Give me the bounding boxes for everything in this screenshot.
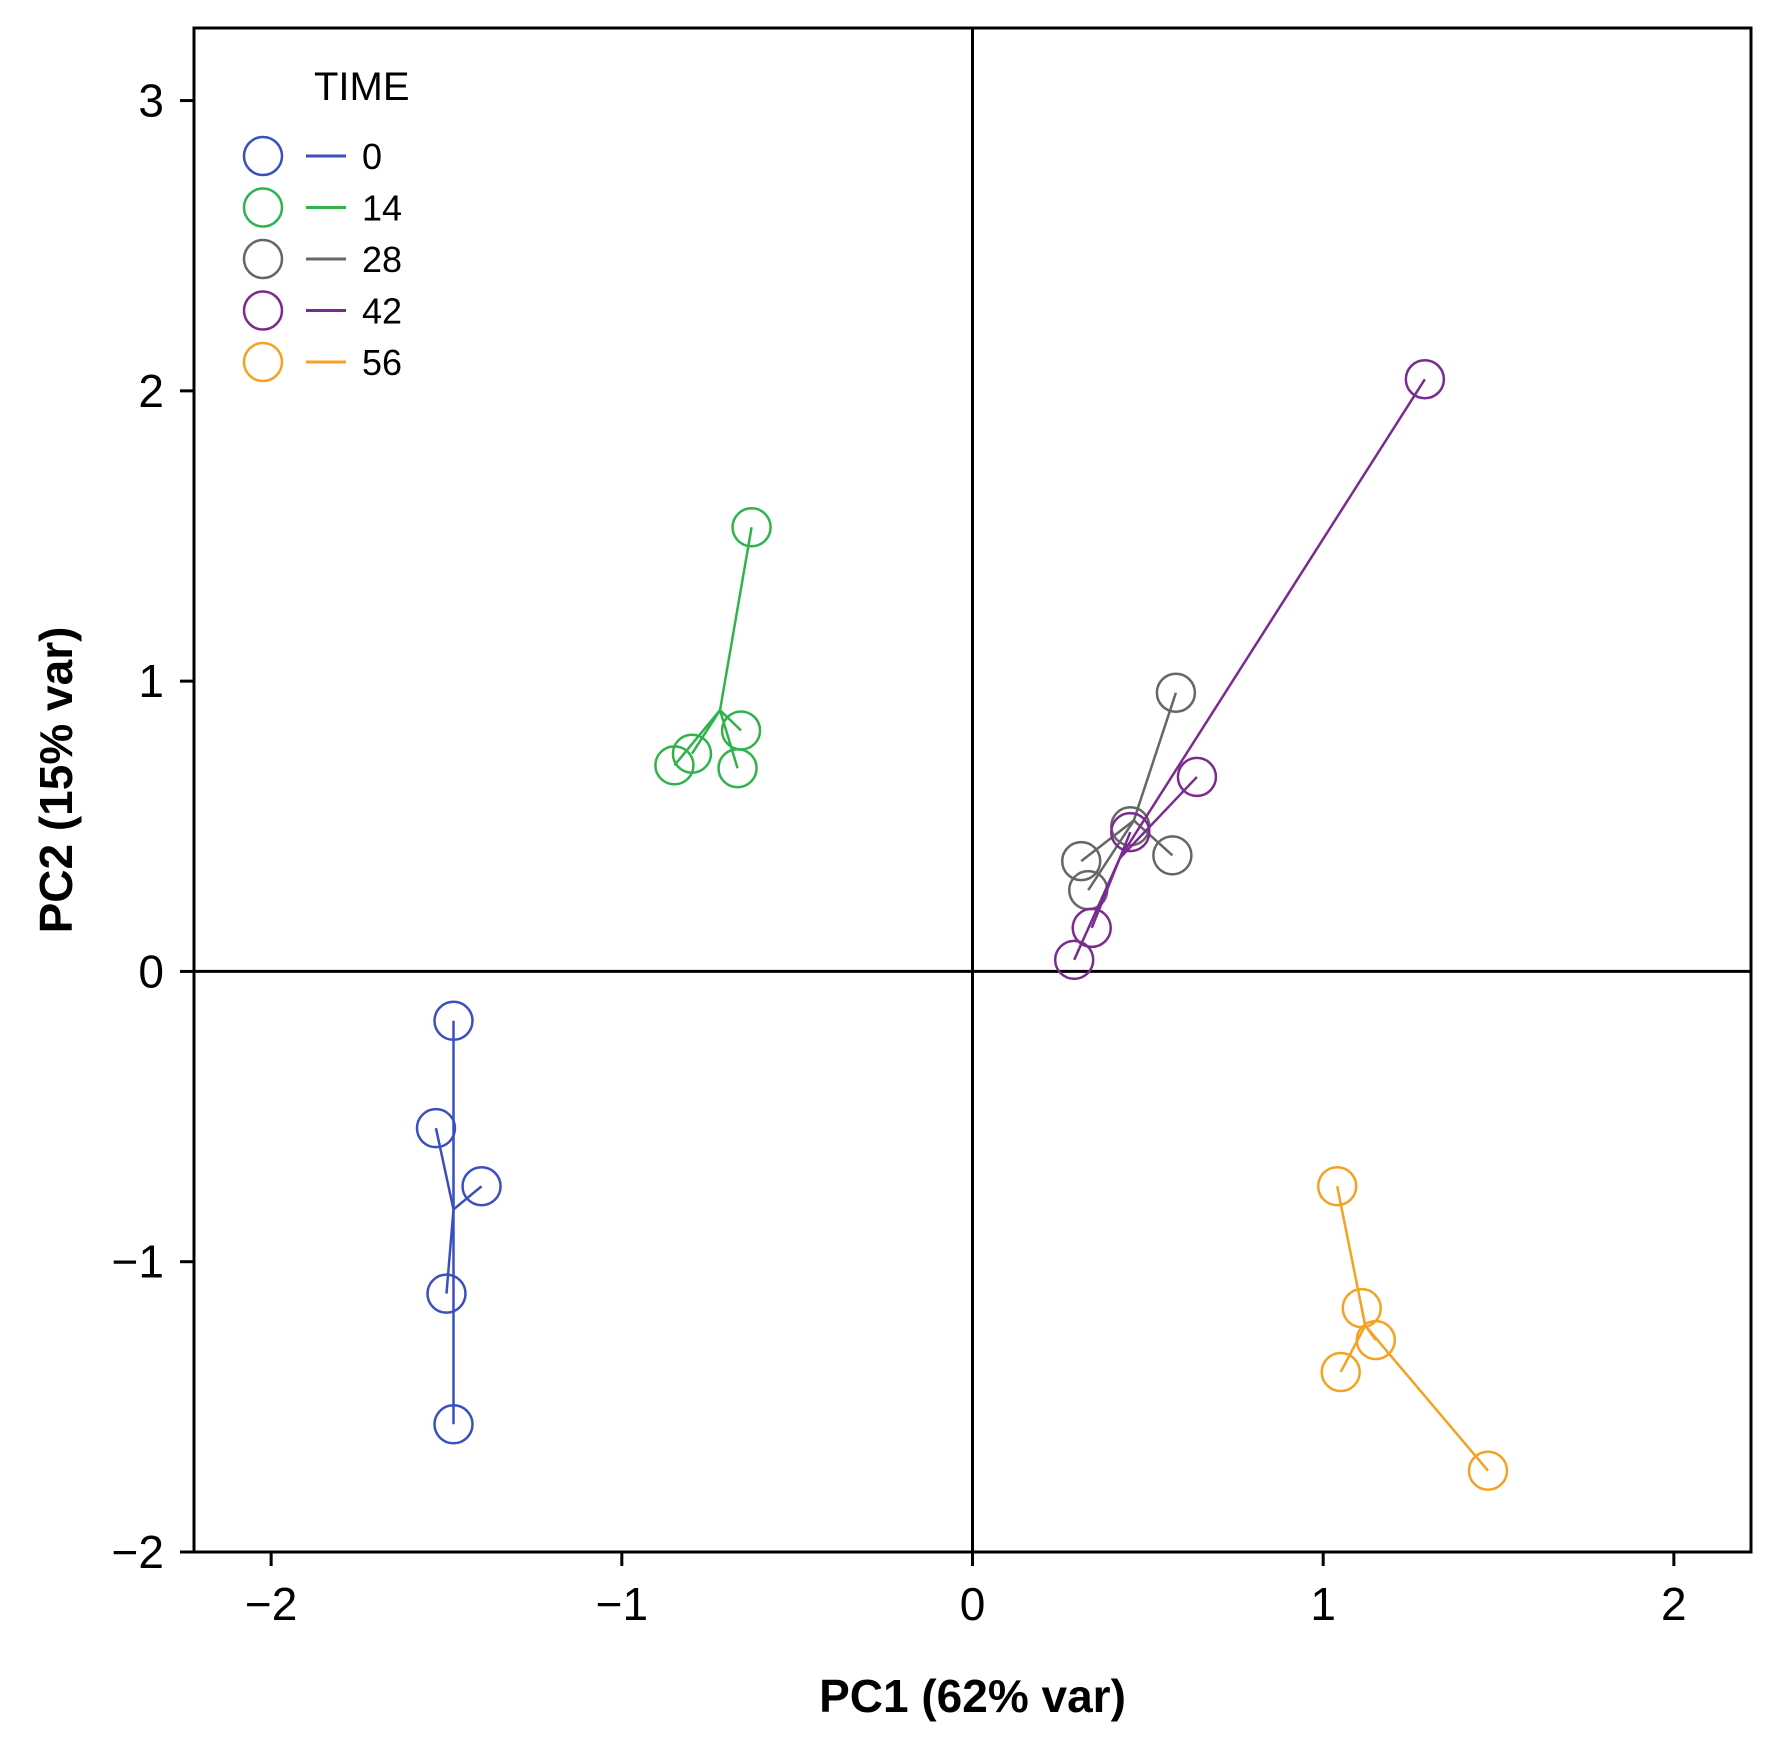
y-tick-label: −1: [112, 1236, 164, 1288]
data-point: [1404, 358, 1446, 400]
spider-line: [1364, 1324, 1489, 1472]
legend-marker: [242, 135, 284, 177]
series-0: [415, 1000, 502, 1445]
data-point: [717, 747, 758, 789]
legend-label: 56: [362, 342, 402, 383]
spider-line: [434, 1127, 455, 1210]
data-point: [1155, 672, 1197, 714]
data-point: [1110, 811, 1151, 853]
y-tick-label: 0: [138, 945, 164, 997]
spider-line: [718, 709, 739, 769]
spider-line: [718, 527, 753, 711]
legend-marker: [242, 290, 284, 331]
spider-line: [1360, 1307, 1367, 1326]
data-point: [1060, 840, 1102, 882]
data-point: [1053, 939, 1095, 981]
data-point: [433, 1000, 474, 1042]
series-14: [654, 507, 772, 789]
y-tick-label: 1: [138, 655, 164, 707]
legend-label: 14: [362, 188, 402, 229]
data-point: [731, 507, 772, 548]
spider-line: [1118, 831, 1132, 859]
y-tick-label: 2: [138, 365, 164, 417]
y-axis-label: PC2 (15% var): [30, 627, 82, 934]
y-axis: −2 −1 0 1 2 3: [112, 75, 194, 1578]
legend-label: 28: [362, 239, 402, 280]
data-point: [1467, 1450, 1509, 1491]
y-tick-label: 3: [138, 75, 164, 127]
spider-line: [1087, 819, 1135, 891]
x-tick-label: 2: [1661, 1578, 1687, 1630]
legend-label: 42: [362, 291, 402, 332]
x-tick-label: −1: [596, 1578, 648, 1630]
data-point: [654, 745, 695, 786]
legend-marker: [242, 238, 284, 280]
legend-item-56: 56: [242, 341, 402, 383]
data-point: [1355, 1319, 1397, 1361]
data-point: [1316, 1165, 1358, 1207]
series-56: [1316, 1165, 1509, 1491]
x-axis: −2 −1 0 1 2: [245, 1552, 1687, 1630]
spider-line: [1335, 1185, 1367, 1326]
data-point: [433, 1404, 474, 1445]
data-point: [1176, 756, 1218, 798]
legend-item-28: 28: [242, 238, 402, 280]
data-point: [1152, 835, 1193, 876]
y-tick-label: −2: [112, 1526, 164, 1578]
legend-title: TIME: [314, 65, 410, 109]
legend-marker: [242, 341, 284, 383]
x-tick-label: 0: [960, 1578, 986, 1630]
data-point: [461, 1165, 502, 1207]
legend-label: 0: [362, 136, 382, 177]
data-point: [415, 1107, 457, 1149]
x-tick-label: 1: [1310, 1578, 1336, 1630]
data-point: [1320, 1351, 1361, 1393]
spider-line: [1080, 819, 1135, 863]
data-point: [1071, 907, 1112, 949]
x-tick-label: −2: [245, 1578, 297, 1630]
series-42: [1053, 358, 1446, 981]
legend-item-14: 14: [242, 187, 402, 229]
x-axis-label: PC1 (62% var): [819, 1670, 1126, 1722]
legend-item-0: 0: [242, 135, 382, 177]
legend-item-42: 42: [242, 290, 402, 332]
spider-line: [1339, 1324, 1367, 1373]
data-point: [426, 1273, 467, 1314]
legend: TIME 0 14 28 42 56: [242, 65, 410, 383]
spider-line: [719, 709, 742, 732]
series-layer: [415, 358, 1509, 1491]
spider-line: [1118, 378, 1426, 859]
spider-line: [673, 709, 721, 767]
legend-marker: [242, 187, 284, 228]
spider-line: [1132, 692, 1178, 821]
